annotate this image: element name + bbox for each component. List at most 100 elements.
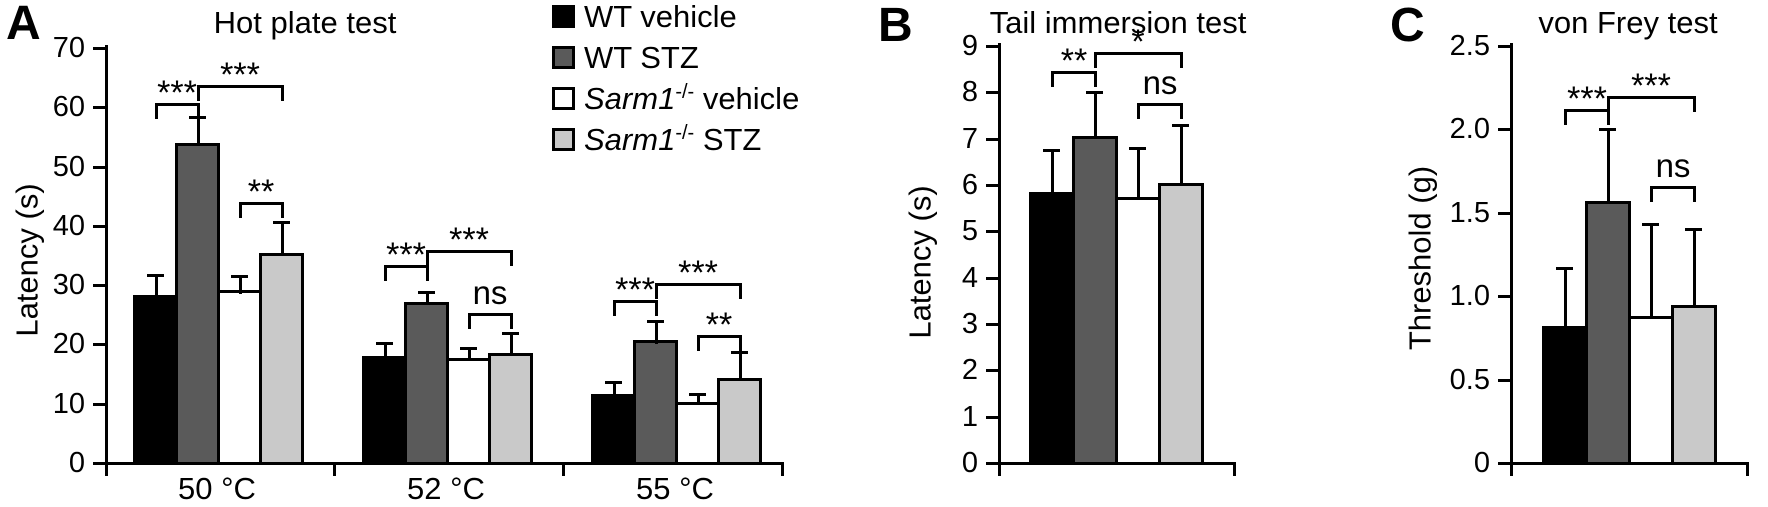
error-bar-cap xyxy=(1599,128,1616,131)
sig-label: *** xyxy=(220,56,260,94)
error-bar-cap xyxy=(460,347,477,350)
error-bar-line xyxy=(655,321,658,344)
legend-label-sup: -/- xyxy=(675,122,695,144)
error-bar-cap xyxy=(1685,228,1702,231)
sig-label: *** xyxy=(386,236,426,274)
sig-label: ns xyxy=(472,274,508,311)
y-tick xyxy=(93,462,105,465)
error-bar-cap xyxy=(273,221,290,224)
legend-swatch-sarm1-vehicle xyxy=(552,87,575,110)
legend-label-italic: Sarm1 xyxy=(584,122,676,157)
legend-item-wt-vehicle: WT vehicle xyxy=(552,1,799,32)
bar-sarm1-stz xyxy=(259,253,304,465)
y-tick xyxy=(986,230,998,233)
error-bar-line xyxy=(1180,125,1183,186)
sig-bracket xyxy=(426,250,513,253)
bar-wt-stz xyxy=(175,143,220,465)
sig-bracket xyxy=(613,300,658,303)
panel-letter-b: B xyxy=(878,0,913,52)
error-bar-cap xyxy=(376,342,393,345)
sig-bracket-end xyxy=(1180,52,1183,68)
panel-title-tail-immersion: Tail immersion test xyxy=(989,5,1247,40)
error-bar-cap xyxy=(231,275,248,278)
sig-bracket-end xyxy=(426,250,429,266)
sig-bracket-end xyxy=(1607,109,1610,125)
bar-wt-vehicle xyxy=(1029,192,1075,465)
sig-label: ns xyxy=(1655,147,1691,184)
x-tick xyxy=(562,465,565,476)
error-bar-line xyxy=(468,348,471,361)
sig-bracket-end xyxy=(197,103,200,119)
error-bar-line xyxy=(510,333,513,356)
bar-sarm1-vehicle xyxy=(1628,316,1674,465)
x-category-label: 52 °C xyxy=(407,471,485,506)
error-bar-line xyxy=(384,343,387,359)
sig-label: * xyxy=(1131,23,1145,61)
error-bar-line xyxy=(155,275,158,298)
bar-sarm1-stz xyxy=(1158,183,1204,465)
y-tick xyxy=(986,91,998,94)
legend-label-wt-vehicle: WT vehicle xyxy=(584,1,737,32)
error-bar-cap xyxy=(147,274,164,277)
x-category-label: 50 °C xyxy=(178,471,256,506)
y-tick-label: 1 xyxy=(961,401,978,433)
y-tick-label: 5 xyxy=(961,215,978,247)
y-axis xyxy=(105,45,108,466)
sig-bracket-end xyxy=(739,283,742,299)
y-tick xyxy=(1498,462,1510,465)
y-tick-label: 10 xyxy=(52,388,85,420)
error-bar-line xyxy=(1650,224,1653,319)
sig-bracket-end xyxy=(384,265,387,281)
y-tick-label: 1.0 xyxy=(1449,280,1490,312)
y-tick xyxy=(986,277,998,280)
y-tick xyxy=(986,462,998,465)
bar-wt-vehicle xyxy=(133,295,178,465)
error-bar-line xyxy=(1607,129,1610,204)
sig-bracket-end xyxy=(468,313,471,329)
error-bar-cap xyxy=(1642,223,1659,226)
legend-swatch-wt-vehicle xyxy=(552,5,575,28)
sig-label: *** xyxy=(449,221,489,259)
error-bar-line xyxy=(1564,268,1567,329)
x-axis xyxy=(105,462,784,465)
sig-bracket-end xyxy=(697,335,700,351)
sig-bracket-end xyxy=(510,313,513,329)
bar-sarm1-stz xyxy=(1671,305,1717,465)
error-bar-line xyxy=(426,292,429,305)
bar-wt-vehicle xyxy=(1542,326,1588,465)
x-tick xyxy=(1510,465,1513,476)
sig-bracket-end xyxy=(281,85,284,101)
error-bar-cap xyxy=(1172,124,1189,127)
sig-bracket-end xyxy=(655,283,658,299)
y-tick xyxy=(1498,295,1510,298)
x-axis xyxy=(998,462,1236,465)
y-tick-label: 7 xyxy=(961,123,978,155)
error-bar-cap xyxy=(1129,147,1146,150)
sig-label: ** xyxy=(247,173,275,211)
sig-bracket xyxy=(239,202,284,205)
error-bar-line xyxy=(239,276,242,294)
y-tick xyxy=(1498,128,1510,131)
sig-bracket-end xyxy=(1693,96,1696,112)
sig-label: *** xyxy=(1631,67,1671,105)
sig-bracket-end xyxy=(426,265,429,281)
error-bar-line xyxy=(1137,148,1140,200)
y-tick-label: 2.0 xyxy=(1449,113,1490,145)
x-tick xyxy=(998,465,1001,476)
legend-label-rest: vehicle xyxy=(694,81,800,116)
y-tick-label: 9 xyxy=(961,30,978,62)
sig-bracket xyxy=(1607,96,1696,99)
sig-bracket xyxy=(468,313,513,316)
y-tick xyxy=(93,343,105,346)
bar-sarm1-vehicle xyxy=(675,402,720,465)
sig-bracket xyxy=(197,85,284,88)
x-tick xyxy=(105,465,108,476)
sig-label: *** xyxy=(615,271,655,309)
sig-label: ns xyxy=(1142,64,1178,101)
bar-wt-vehicle xyxy=(591,394,636,465)
panel-title-von-frey: von Frey test xyxy=(1538,5,1718,40)
y-tick-label: 0 xyxy=(68,447,85,479)
error-bar-cap xyxy=(1086,91,1103,94)
